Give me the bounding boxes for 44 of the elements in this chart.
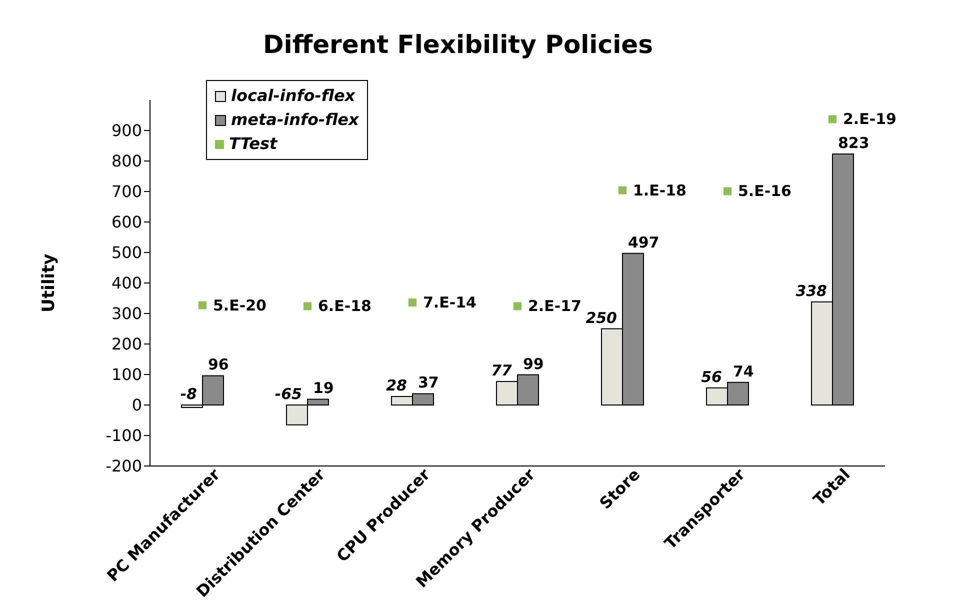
y-axis-title: Utility (39, 254, 60, 312)
data-label: 1.E-18 (633, 181, 686, 200)
y-tick-label: 0 (132, 396, 142, 415)
y-tick-label: -100 (106, 426, 142, 446)
chart-title: Different Flexibility Policies (262, 30, 654, 59)
data-label: 99 (523, 354, 544, 373)
point (514, 302, 522, 310)
data-label: 28 (386, 376, 407, 394)
y-tick-label: 300 (111, 304, 142, 324)
y-tick-label: 100 (111, 365, 142, 384)
data-label: -8 (180, 385, 197, 403)
point (304, 302, 312, 310)
point (408, 298, 416, 307)
data-label: 19 (313, 379, 334, 398)
data-label: 5.E-20 (213, 296, 266, 314)
data-label: 250 (586, 308, 617, 327)
point (724, 187, 732, 196)
legend-label: TTest (229, 133, 278, 155)
legend-label: local-info-flex (231, 85, 356, 107)
data-label: 2.E-17 (528, 297, 582, 316)
y-tick-label: 500 (111, 243, 142, 262)
legend-label: meta-info-flex (231, 109, 359, 131)
y-tick-label: 700 (111, 182, 142, 202)
data-label: 37 (418, 374, 439, 392)
y-tick-label: 800 (111, 152, 142, 171)
data-label: 338 (796, 282, 827, 300)
point (828, 115, 836, 124)
y-tick-label: 200 (111, 334, 142, 354)
data-label: 2.E-19 (843, 110, 896, 128)
y-tick-label: 400 (111, 274, 142, 293)
data-label: 74 (733, 362, 754, 380)
point (198, 301, 206, 310)
data-label: 6.E-18 (318, 297, 372, 316)
data-label: 7.E-14 (423, 294, 476, 312)
data-label: 497 (628, 233, 660, 252)
data-label: 823 (838, 134, 870, 152)
data-label: 77 (491, 362, 513, 380)
data-label: 96 (208, 356, 229, 374)
data-label: -65 (274, 385, 302, 403)
data-label: 56 (701, 368, 722, 386)
data-label: 5.E-16 (738, 182, 792, 200)
y-tick-label: 900 (111, 121, 142, 140)
point (618, 186, 626, 194)
y-tick-label: 600 (111, 212, 142, 232)
